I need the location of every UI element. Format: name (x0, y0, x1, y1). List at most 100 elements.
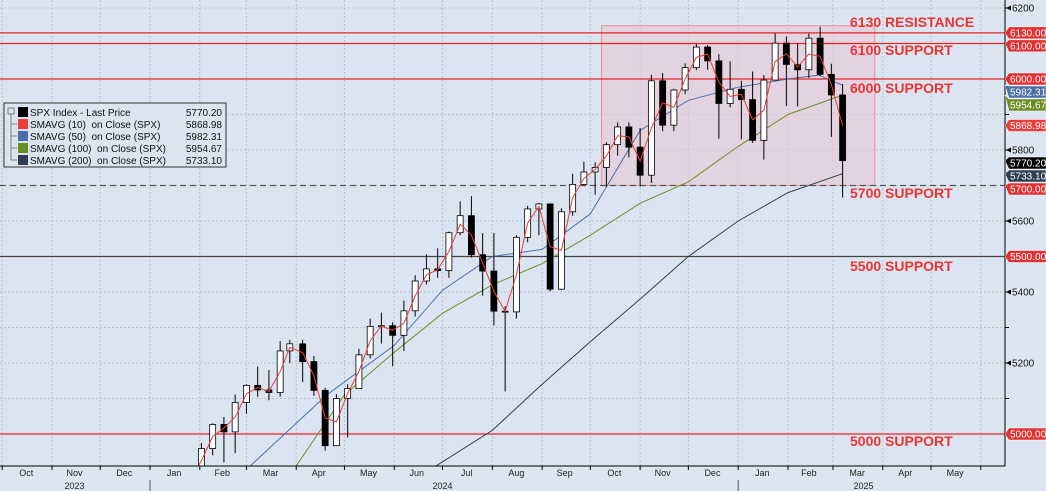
value-tag-text: 5868.98 (1010, 121, 1046, 132)
y-tick-marker (1006, 360, 1011, 366)
month-label: May (947, 468, 965, 478)
candle (333, 394, 340, 447)
legend-item: SMAVG (10) on Close (SPX) 5868.98 (11, 119, 222, 131)
legend-label: SMAVG (50) on Close (SPX) (30, 132, 160, 143)
value-tag: 5868.98 (1004, 119, 1046, 132)
legend-label: SMAVG (200) on Close (SPX) (30, 156, 166, 167)
y-tick-marker (1006, 147, 1011, 153)
level-annotation: 6130 RESISTANCE (850, 14, 974, 30)
candle (659, 72, 667, 132)
month-label: Oct (607, 468, 622, 478)
legend-item: SMAVG (50) on Close (SPX) 5982.31 (11, 131, 222, 143)
legend-label: SPX Index - Last Price (30, 108, 131, 119)
sma50-line (249, 74, 843, 466)
legend-value: 5770.20 (186, 108, 223, 119)
value-tag-shape (1004, 72, 1046, 86)
month-label: Sep (557, 468, 573, 478)
legend-swatch (18, 143, 28, 153)
y-tick-label: 5800 (1012, 146, 1035, 157)
month-label: Nov (66, 468, 83, 478)
legend-item: SPX Index - Last Price 5770.20 (18, 107, 222, 119)
month-label: Jan (167, 468, 182, 478)
value-tag-text: 5770.20 (1010, 159, 1046, 170)
level-annotation: 5500 SUPPORT (850, 258, 953, 274)
month-label: Aug (508, 468, 524, 478)
y-tick-marker (1006, 289, 1011, 295)
candle-body (198, 448, 205, 466)
value-tag-shape (1004, 427, 1046, 441)
candle-body (839, 94, 847, 161)
value-tag-level: 6130.00 (1004, 26, 1046, 39)
value-tag-level: 5000.00 (1004, 427, 1046, 441)
y-tick-label: 5600 (1012, 217, 1035, 228)
year-label: 2025 (853, 481, 873, 491)
value-tag-text: 5500.00 (1010, 252, 1046, 263)
year-label: 2024 (432, 481, 452, 491)
month-label: May (360, 468, 378, 478)
value-tag-text: 6100.00 (1010, 41, 1046, 52)
level-annotation: 5000 SUPPORT (850, 433, 953, 449)
month-label: Dec (704, 468, 721, 478)
value-tag-level: 6000.00 (1004, 72, 1046, 86)
value-tag-text: 6130.00 (1010, 28, 1046, 39)
value-tag-shape (1004, 119, 1046, 132)
value-tag-shape (1004, 169, 1046, 183)
legend-label: SMAVG (100) on Close (SPX) (30, 144, 166, 155)
value-tag-level: 5500.00 (1004, 250, 1046, 263)
level-annotation: 5700 SUPPORT (850, 185, 953, 201)
month-label: Mar (849, 468, 865, 478)
value-tag-level: 5700.00 (1004, 182, 1046, 196)
value-tag-shape (1004, 182, 1046, 196)
legend-swatch (18, 155, 28, 165)
y-tick-marker (1006, 5, 1011, 11)
value-tag-text: 5700.00 (1010, 185, 1046, 196)
value-tag-shape (1004, 84, 1046, 99)
candle (512, 235, 520, 319)
sma100-line (295, 94, 843, 466)
legend-label: SMAVG (10) on Close (SPX) (30, 120, 160, 131)
candle (187, 467, 193, 491)
month-label: Feb (215, 468, 231, 478)
value-tag-level: 6100.00 (1004, 39, 1046, 52)
candle (839, 83, 847, 198)
y-tick-label: 5400 (1012, 288, 1035, 299)
legend-swatch (18, 119, 28, 129)
legend-value: 5982.31 (186, 132, 223, 143)
value-tag-text: 5982.31 (1010, 88, 1046, 99)
legend-swatch (18, 107, 28, 117)
month-label: Apr (898, 468, 912, 478)
value-tag-shape (1004, 94, 1046, 112)
value-tag-text: 5954.67 (1010, 101, 1046, 112)
value-tag: 5982.31 (1004, 84, 1046, 99)
month-label: Jul (461, 468, 473, 478)
legend-box (3, 102, 227, 168)
legend-value: 5868.98 (186, 120, 223, 131)
month-label: Oct (19, 468, 34, 478)
value-tag: 5733.10 (1004, 169, 1046, 183)
y-tick-label: 6200 (1012, 4, 1035, 15)
candle (355, 348, 363, 389)
candle (670, 88, 678, 132)
legend-value: 5954.67 (186, 144, 223, 155)
candle-body (187, 473, 193, 491)
year-label: 2023 (64, 481, 84, 491)
value-tag: 5954.67 (1004, 94, 1046, 112)
candle (321, 387, 329, 451)
month-label: Jan (755, 468, 770, 478)
legend-item: SMAVG (200) on Close (SPX) 5733.10 (11, 155, 222, 167)
value-tag-shape (1004, 156, 1046, 170)
month-label: Dec (116, 468, 133, 478)
value-tag-shape (1004, 250, 1046, 263)
highlight-zone (601, 25, 876, 186)
legend-swatch (18, 131, 28, 141)
legend-item: SMAVG (100) on Close (SPX) 5954.67 (11, 143, 222, 155)
sma10-line (197, 53, 844, 466)
value-tag-text: 5000.00 (1010, 430, 1046, 441)
month-label: Jun (410, 468, 425, 478)
month-label: Feb (801, 468, 817, 478)
value-tag-text: 5733.10 (1010, 172, 1046, 183)
month-label: Mar (263, 468, 279, 478)
